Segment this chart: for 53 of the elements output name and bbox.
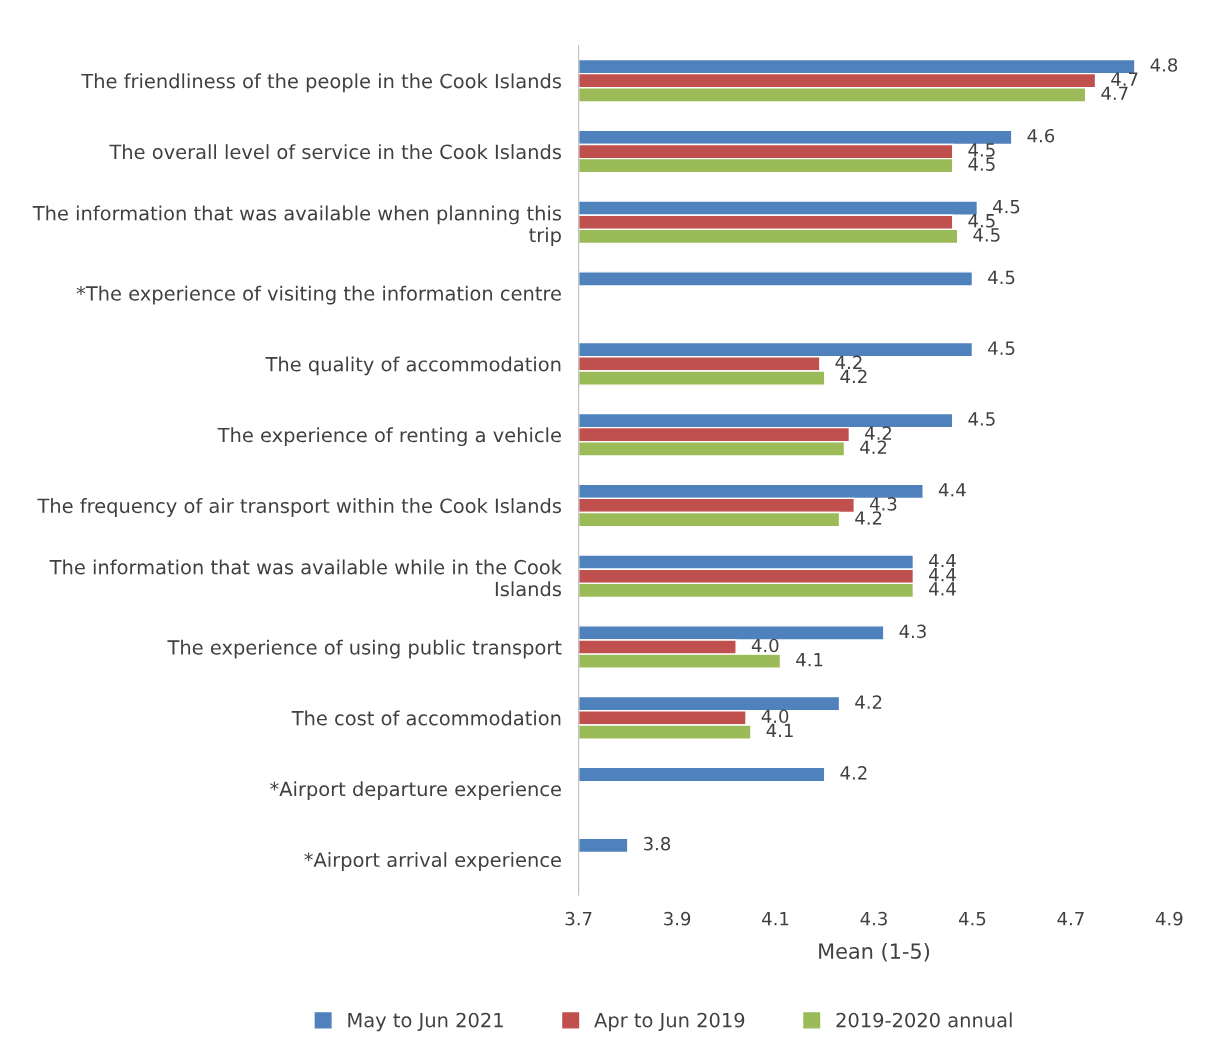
- x-tick-label: 3.9: [664, 911, 691, 926]
- data-label: 4.7: [1111, 72, 1138, 86]
- y-tick-label: The quality of accommodation: [265, 356, 561, 376]
- data-label: 4.1: [766, 723, 793, 737]
- data-label: 4.5: [993, 199, 1020, 214]
- data-label: 4.0: [761, 709, 789, 724]
- y-tick-label: The cost of accommodation: [291, 710, 561, 726]
- data-label: 4.4: [929, 582, 956, 596]
- data-label: 4.1: [796, 653, 823, 667]
- y-tick-label: *Airport arrival experience: [304, 852, 561, 871]
- x-tick-label: 4.7: [1057, 912, 1084, 926]
- y-tick-label: The experience of using public transport: [167, 639, 562, 659]
- data-label: 4.3: [899, 624, 926, 639]
- data-label: 4.2: [855, 511, 882, 525]
- data-label: 3.8: [644, 836, 671, 851]
- data-label: 4.2: [840, 369, 867, 384]
- x-axis-title: Mean (1-5): [819, 942, 930, 962]
- data-label: 4.2: [860, 440, 887, 454]
- y-tick-label: The overall level of service in the Cook Islands: [109, 144, 562, 160]
- data-label: 4.5: [968, 143, 995, 157]
- data-label: 4.2: [865, 426, 892, 440]
- x-tick-label: 4.1: [762, 912, 789, 926]
- data-label: 4.7: [1101, 86, 1128, 100]
- data-label: 4.4: [929, 568, 956, 582]
- y-tick-label: The experience of renting a vehicle: [217, 427, 561, 447]
- data-label: 4.6: [1027, 128, 1055, 143]
- data-label: 4.5: [988, 341, 1015, 355]
- x-tick-label: 4.9: [1155, 911, 1183, 926]
- data-label: 4.5: [968, 214, 995, 228]
- data-label: 4.5: [968, 157, 995, 171]
- x-tick-label: 4.5: [958, 912, 986, 926]
- y-tick-label: The frequency of air transport within the Cook Islands: [37, 498, 562, 517]
- y-tick-label: The friendliness of the people in the Cook Islands: [81, 73, 562, 93]
- legend-label: May to Jun 2021: [348, 1012, 503, 1032]
- data-label: 4.0: [751, 638, 779, 653]
- data-label: 4.5: [988, 270, 1015, 285]
- y-tick-label: *Airport departure experience: [270, 781, 561, 801]
- legend-label: Apr to Jun 2019: [594, 1012, 745, 1032]
- data-label: 4.2: [835, 355, 862, 369]
- y-tick-label: *The experience of visiting the information centre: [76, 285, 561, 305]
- data-label: 4.3: [869, 497, 897, 511]
- data-label: 4.4: [929, 553, 956, 568]
- x-tick-label: 3.7: [565, 911, 592, 926]
- data-label: 4.2: [855, 695, 882, 709]
- data-label: 4.5: [973, 228, 1000, 242]
- y-tick-label: The information that was available when planning this trip: [32, 205, 562, 247]
- legend-label: 2019-2020 annual: [836, 1012, 1012, 1028]
- data-label: 4.4: [938, 483, 966, 497]
- x-tick-label: 4.3: [860, 911, 887, 926]
- y-tick-label: The information that was available while in the Cook Islands: [49, 559, 562, 597]
- data-label: 4.8: [1150, 58, 1178, 72]
- data-label: 4.2: [840, 766, 867, 780]
- data-label: 4.5: [968, 412, 995, 426]
